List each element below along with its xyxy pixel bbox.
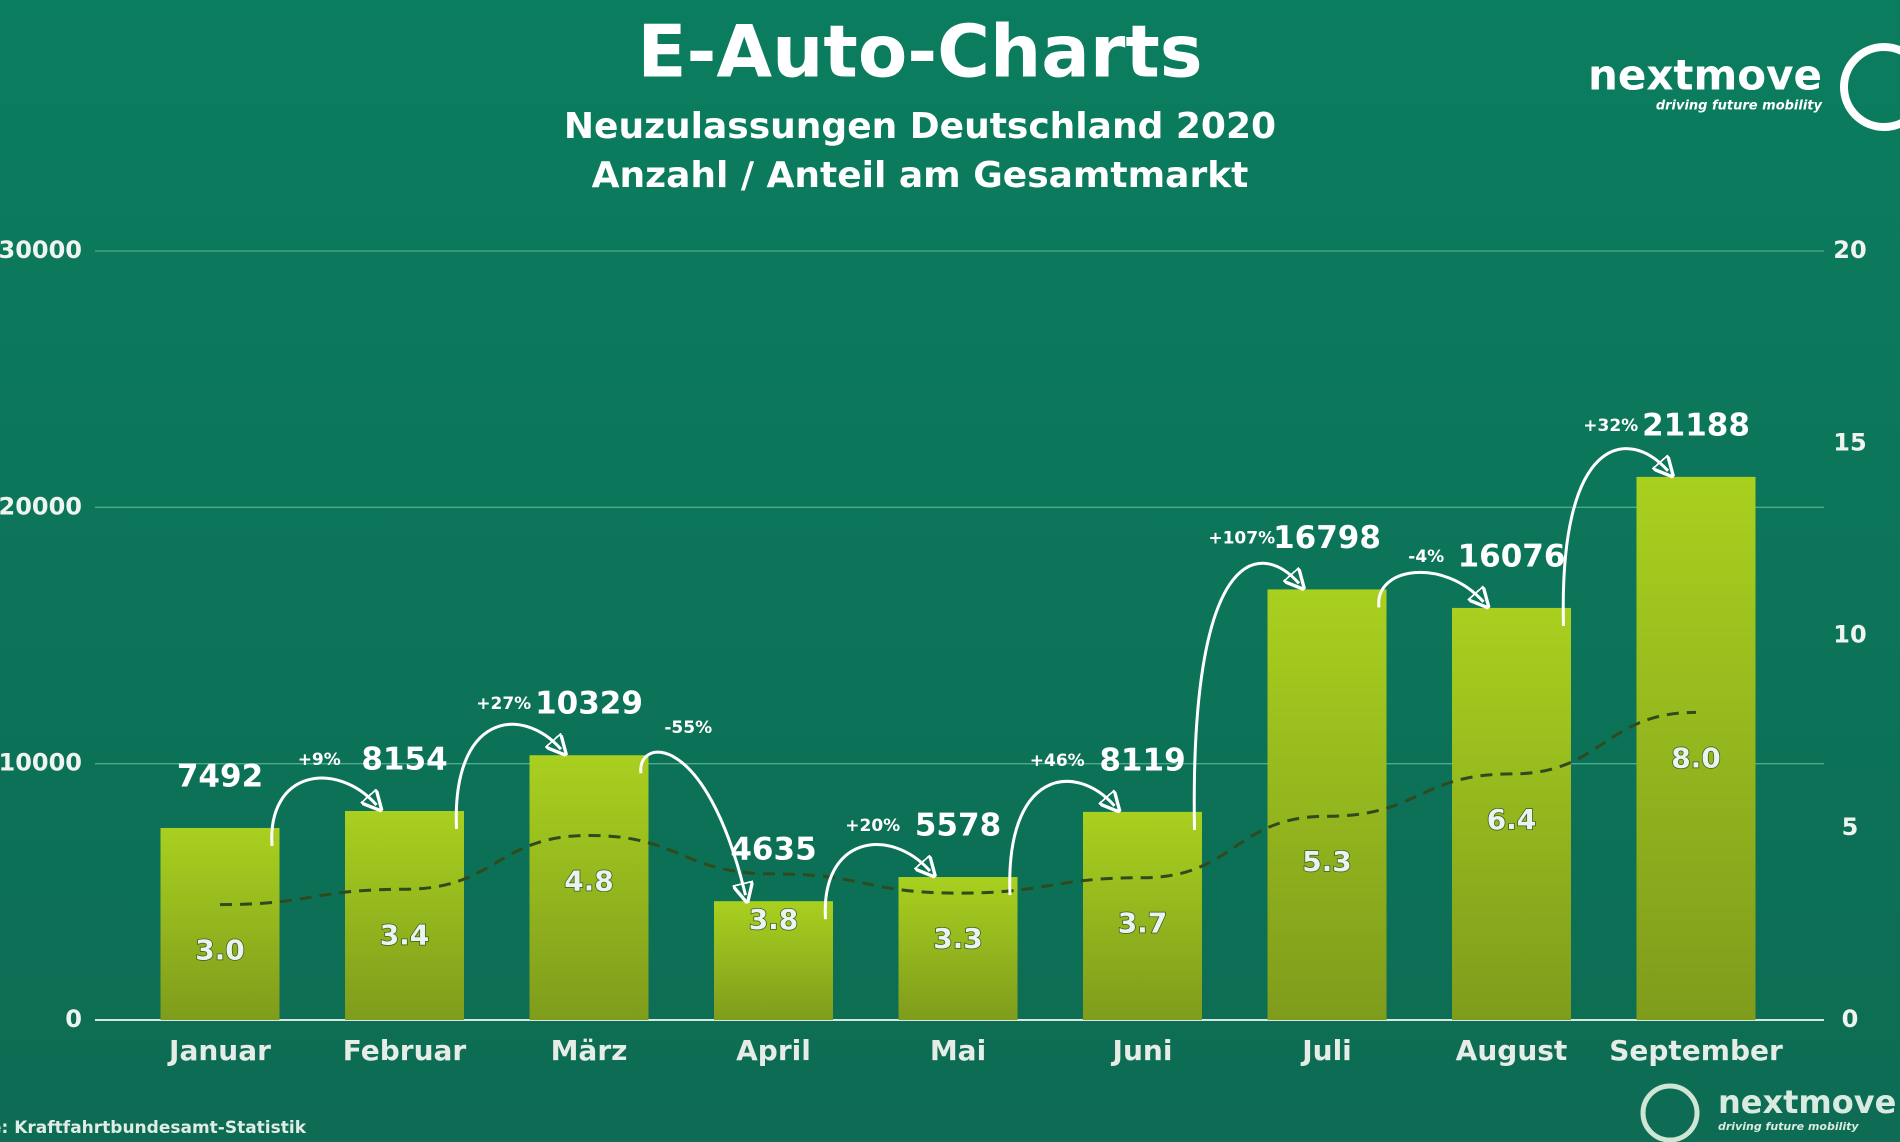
- y2-tick-label: 20: [1833, 236, 1866, 264]
- bar: [345, 810, 464, 1020]
- logo-icon: [1840, 43, 1900, 131]
- source: e: Kraftfahrtbundesamt-Statistik: [0, 1118, 307, 1138]
- x-tick-label: Juli: [1300, 1034, 1352, 1067]
- share-label: 4.8: [564, 864, 614, 897]
- bar-value-label: 4635: [730, 832, 816, 868]
- bar: [1452, 607, 1571, 1020]
- x-tick-label: Mai: [930, 1034, 986, 1067]
- x-tick-label: April: [736, 1034, 811, 1067]
- logo-name: nextmove: [1588, 51, 1822, 100]
- bar: [1267, 589, 1387, 1020]
- bar-value-label: 16798: [1273, 520, 1381, 556]
- x-tick-label: August: [1456, 1034, 1568, 1067]
- change-arrow: [1008, 780, 1115, 896]
- bar: [160, 827, 280, 1020]
- share-label: 3.4: [380, 918, 430, 951]
- y-tick-label: 20000: [0, 492, 82, 520]
- bar: [714, 901, 833, 1020]
- x-tick-label: März: [551, 1034, 628, 1067]
- change-arrow: [639, 750, 746, 895]
- change-label: -4%: [1408, 547, 1444, 567]
- logo-tagline: driving future mobility: [1718, 1120, 1859, 1133]
- change-label: +46%: [1030, 751, 1085, 771]
- share-label: 5.3: [1302, 845, 1352, 878]
- bar: [1636, 476, 1756, 1020]
- change-label: -55%: [664, 718, 712, 738]
- x-tick-label: Februar: [343, 1034, 467, 1067]
- chart-subtitle-2: Anzahl / Anteil am Gesamtmarkt: [592, 155, 1249, 196]
- y2-tick-label: 15: [1833, 428, 1866, 456]
- y-tick-label: 30000: [0, 236, 82, 264]
- logo-name: nextmove: [1718, 1083, 1896, 1121]
- chart-subtitle: Neuzulassungen Deutschland 2020: [564, 106, 1276, 147]
- share-label: 6.4: [1487, 803, 1537, 836]
- change-arrow: [454, 722, 561, 830]
- logo-tagline: driving future mobility: [1656, 99, 1823, 114]
- share-label: 3.7: [1118, 907, 1168, 940]
- change-arrow: [1192, 561, 1299, 830]
- share-label: 3.3: [933, 922, 983, 955]
- bar-value-label: 16076: [1458, 538, 1566, 574]
- share-label: 8.0: [1671, 741, 1721, 774]
- y-tick-label: 10000: [0, 749, 82, 777]
- bar: [1083, 811, 1202, 1020]
- logo-top: nextmove driving future mobility: [1588, 43, 1900, 131]
- y2-tick-label: 0: [1842, 1005, 1859, 1033]
- change-arrow: [270, 776, 377, 847]
- x-tick-label: September: [1609, 1034, 1783, 1067]
- logo-icon: [1640, 1083, 1700, 1142]
- chart-title: E-Auto-Charts: [637, 10, 1202, 94]
- share-label: 3.0: [195, 934, 245, 967]
- bar-value-label: 8119: [1099, 742, 1185, 778]
- bar-value-label: 10329: [535, 686, 643, 722]
- bar-value-label: 21188: [1642, 407, 1750, 443]
- change-arrow: [1377, 570, 1484, 607]
- change-label: +20%: [845, 816, 900, 836]
- bar-value-label: 7492: [177, 758, 263, 794]
- x-tick-label: Januar: [167, 1034, 271, 1067]
- bar: [529, 755, 649, 1020]
- change-label: +107%: [1208, 528, 1275, 548]
- bar-value-label: 5578: [915, 808, 1001, 844]
- y-tick-label: 0: [65, 1005, 82, 1033]
- change-arrow: [823, 843, 930, 920]
- y2-tick-label: 5: [1842, 813, 1859, 841]
- change-arrow: [1561, 447, 1668, 626]
- bar: [898, 877, 1018, 1020]
- x-tick-label: Juni: [1111, 1034, 1173, 1067]
- change-label: +32%: [1583, 416, 1638, 436]
- logo-bottom: nextmove driving future mobility: [1640, 1083, 1896, 1142]
- share-label: 3.8: [749, 903, 799, 936]
- y2-tick-label: 10: [1833, 621, 1866, 649]
- change-label: +27%: [476, 694, 531, 714]
- bar-value-label: 8154: [361, 741, 447, 777]
- change-label: +9%: [298, 750, 341, 770]
